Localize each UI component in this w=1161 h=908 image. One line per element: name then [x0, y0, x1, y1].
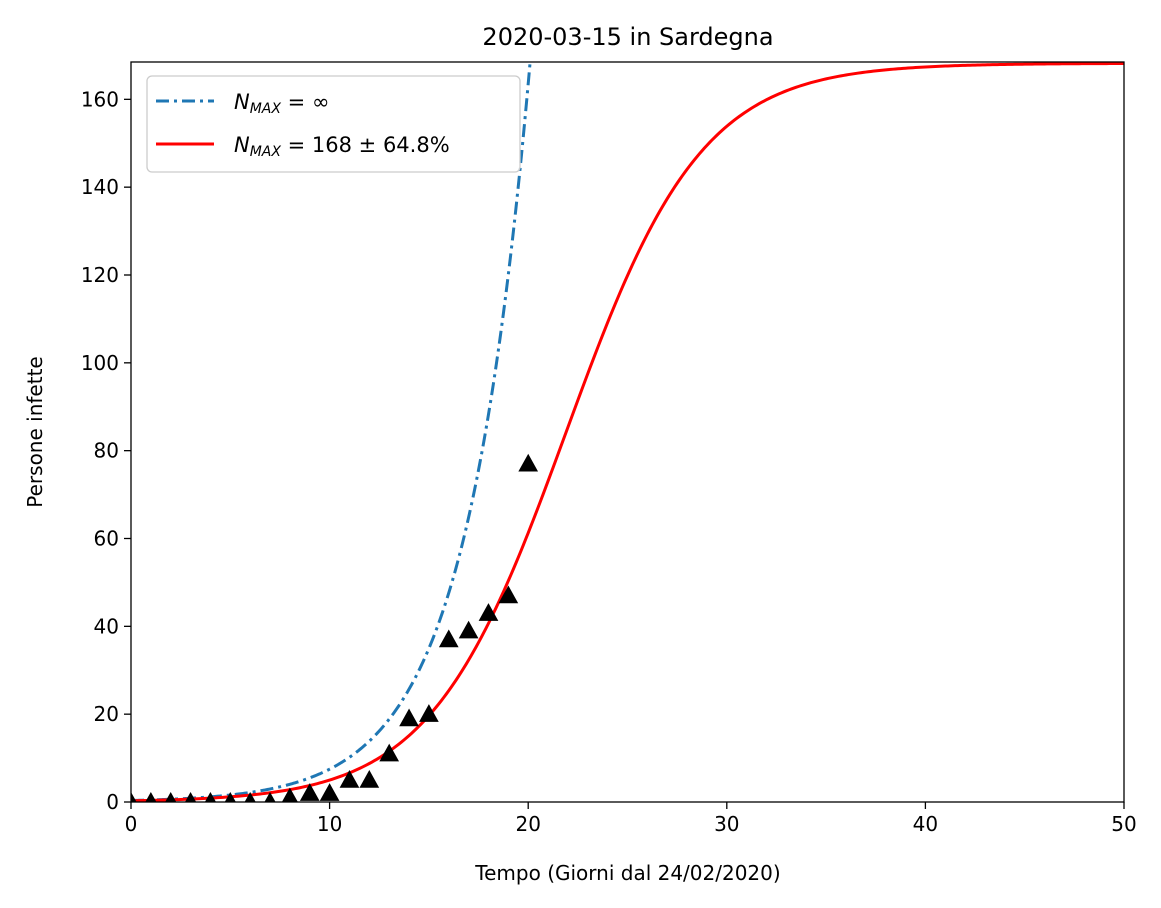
observed-point — [224, 791, 236, 802]
observed-point — [438, 629, 459, 648]
series-line-logistic — [131, 62, 1124, 802]
axis-ticks: 0 10 20 30 40 50 0 20 40 60 80 100 120 140 160 — [81, 87, 1137, 836]
observed-point — [458, 620, 479, 639]
series-line-exponential — [131, 62, 532, 802]
x-tick-label: 20 — [515, 812, 540, 836]
y-tick-label: 80 — [94, 439, 119, 463]
x-tick-label: 30 — [714, 812, 739, 836]
observed-point — [145, 791, 157, 802]
observed-point — [281, 787, 298, 802]
y-tick-label: 140 — [81, 175, 119, 199]
legend: NMAX = ∞ NMAX = 168 ± 64.8% — [146, 75, 521, 173]
legend-label-logistic-main: N — [234, 133, 250, 157]
y-tick-label: 20 — [94, 702, 119, 726]
observed-point — [478, 603, 499, 621]
y-tick-label: 60 — [94, 526, 119, 550]
observed-point — [419, 704, 439, 722]
observed-point — [185, 791, 197, 802]
legend-box — [146, 75, 521, 173]
legend-label-exponential-rest: = ∞ — [281, 90, 329, 114]
observed-point — [379, 743, 400, 762]
chart-title: 2020-03-15 in Sardegna — [482, 23, 773, 51]
legend-label-logistic-rest: = 168 ± 64.8% — [281, 133, 450, 157]
observed-point — [339, 770, 360, 788]
y-tick-label: 160 — [81, 87, 119, 111]
observed-point — [518, 453, 539, 472]
plot-area — [131, 62, 1124, 802]
legend-label-logistic-sub: MAX — [250, 144, 282, 160]
legend-label-logistic: NMAX = 168 ± 64.8% — [234, 133, 450, 160]
legend-label-exponential-sub: MAX — [250, 101, 282, 117]
y-tick-label: 100 — [81, 351, 119, 375]
y-axis-label: Persone infette — [23, 356, 47, 507]
y-tick-label: 40 — [94, 614, 119, 638]
observed-point — [131, 791, 137, 802]
x-tick-label: 40 — [913, 812, 938, 836]
x-tick-label: 50 — [1111, 812, 1136, 836]
x-axis-label: Tempo (Giorni dal 24/02/2020) — [474, 861, 780, 885]
observed-point — [359, 770, 380, 788]
observed-point — [498, 585, 519, 604]
observed-point — [299, 783, 320, 801]
x-tick-label: 0 — [125, 812, 138, 836]
observed-point — [244, 791, 256, 802]
legend-label-exponential: NMAX = ∞ — [234, 90, 329, 117]
observed-point — [319, 783, 340, 801]
observed-point — [165, 791, 177, 802]
x-tick-label: 10 — [317, 812, 342, 836]
y-tick-label: 0 — [106, 790, 119, 814]
observed-points — [131, 453, 539, 802]
observed-point — [264, 791, 276, 802]
observed-point — [399, 708, 419, 727]
legend-label-exponential-main: N — [234, 90, 250, 114]
y-tick-label: 120 — [81, 263, 119, 287]
axes-frame — [130, 61, 1125, 803]
observed-point — [204, 791, 217, 802]
